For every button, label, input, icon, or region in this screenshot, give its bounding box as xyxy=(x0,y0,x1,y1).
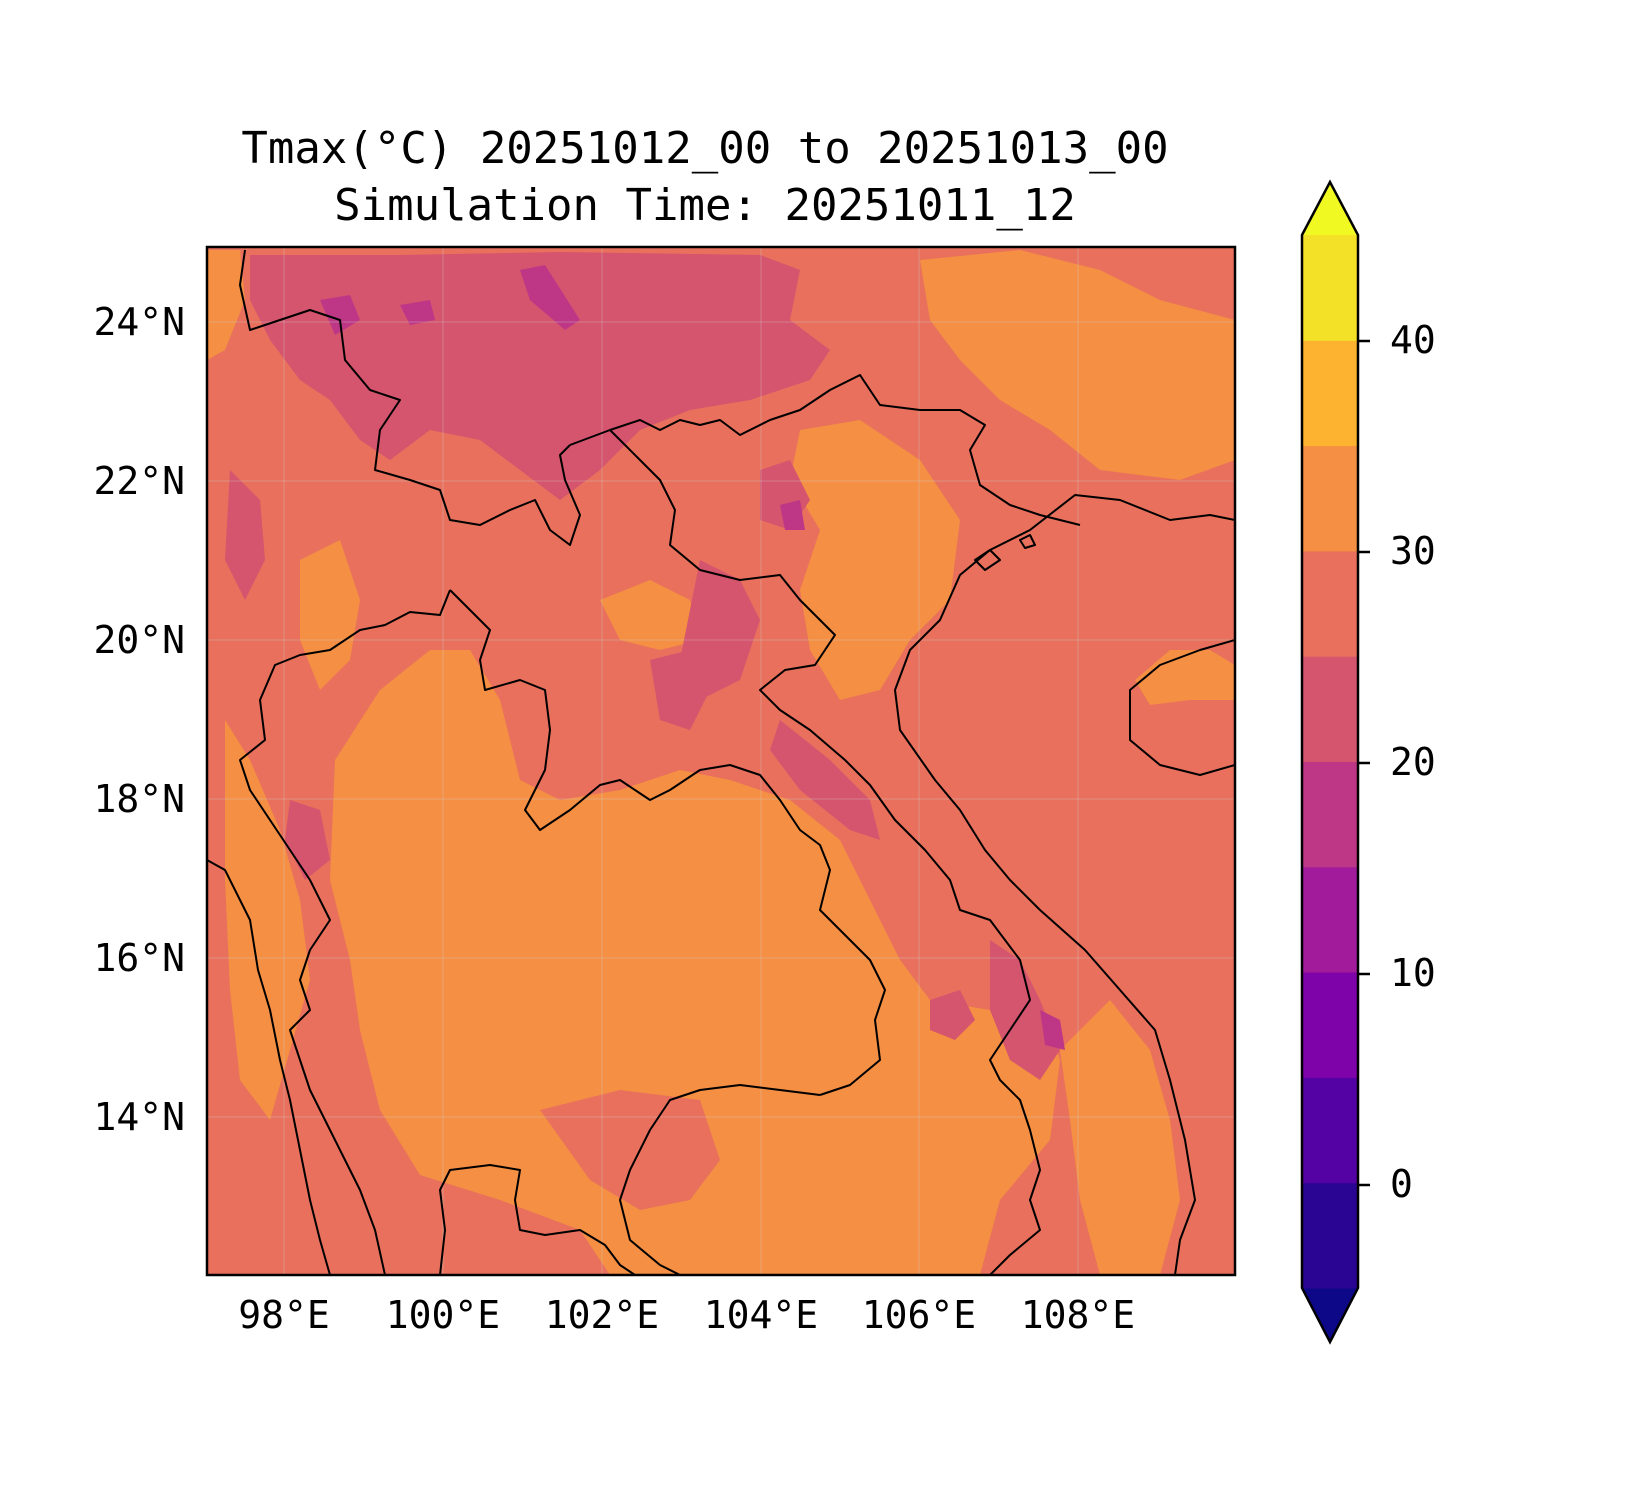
andaman-coast xyxy=(207,859,331,1275)
zone-red-river-delta xyxy=(790,420,960,700)
colorbar-segment xyxy=(1302,340,1358,447)
myanmar-thai-border xyxy=(239,589,451,1275)
myanmar-china-border xyxy=(239,249,581,546)
colorbar-segment xyxy=(1302,550,1358,657)
colorbar-ticks xyxy=(1358,339,1370,1187)
zone-west-strip xyxy=(225,720,310,1120)
thai-laos-border xyxy=(449,589,886,1096)
zone-shan-hills xyxy=(225,470,265,600)
colorbar-segment xyxy=(1302,656,1358,762)
figure-title-line1: Tmax(°C) 20251012_00 to 20251013_00 xyxy=(241,123,1168,174)
zone-peak-4 xyxy=(780,500,805,530)
cambodia-vn-border xyxy=(989,1029,1041,1275)
colorbar-tick-label: 30 xyxy=(1390,529,1436,573)
figure-title-line2: Simulation Time: 20251011_12 xyxy=(334,180,1076,231)
zone-nw-corner xyxy=(207,250,245,360)
lat-tick: 20°N xyxy=(93,618,185,662)
colorbar-tick-label: 10 xyxy=(1390,951,1436,995)
lat-tick: 14°N xyxy=(93,1095,185,1139)
zone-central-plains xyxy=(330,650,1060,1275)
zone-hainan-north xyxy=(1135,650,1235,705)
zone-laos-highland xyxy=(680,560,760,700)
colorbar-extend-low xyxy=(1302,1288,1358,1342)
colorbar-segments xyxy=(1302,182,1358,1342)
colorbar-tick-label: 0 xyxy=(1390,1162,1413,1206)
lat-tick: 18°N xyxy=(93,777,185,821)
lon-tick: 102°E xyxy=(545,1293,659,1337)
map-panel xyxy=(207,247,1235,1275)
vietnam-coastline xyxy=(894,494,1235,1275)
colorbar-extend-high xyxy=(1302,182,1358,235)
zone-peak-1 xyxy=(520,265,580,330)
map-frame xyxy=(205,245,1237,1277)
colorbar-segment xyxy=(1302,761,1358,868)
hainan-coastline xyxy=(1129,639,1235,776)
gridlines xyxy=(207,247,1235,1275)
warm-zones xyxy=(207,250,1235,1275)
gulf-of-thailand-coast xyxy=(439,1164,636,1275)
colorbar-segment xyxy=(1302,972,1358,1078)
colorbar-tick-label: 20 xyxy=(1390,740,1436,784)
tonkin-islands xyxy=(974,534,1036,571)
coastlines-borders xyxy=(207,249,1235,1275)
cool-zones xyxy=(225,252,1060,1080)
china-laos-vn-border xyxy=(569,374,1081,526)
cambodia-border xyxy=(619,1084,821,1275)
zone-south-china xyxy=(920,250,1235,480)
zone-laos-patch xyxy=(600,580,700,650)
lat-tick: 24°N xyxy=(93,300,185,344)
colorbar-segment xyxy=(1302,445,1358,552)
lon-tick: 104°E xyxy=(704,1293,818,1337)
colorbar: 40 30 20 10 0 xyxy=(1300,179,1436,1345)
colorbar-segment xyxy=(1302,1182,1358,1289)
zone-south-vn xyxy=(1060,1000,1180,1275)
zone-laos-south xyxy=(650,650,710,730)
zone-annamite-north xyxy=(770,720,880,840)
colorbar-outline xyxy=(1300,179,1360,1345)
zone-yunnan-highlands xyxy=(250,252,830,500)
lon-tick: 108°E xyxy=(1021,1293,1135,1337)
colorbar-segment xyxy=(1302,235,1358,341)
lon-tick-labels: 98°E 100°E 102°E 104°E 106°E 108°E xyxy=(238,1293,1135,1337)
lon-tick: 100°E xyxy=(386,1293,500,1337)
laos-vn-border xyxy=(609,429,1031,1031)
zone-peak-2 xyxy=(320,295,360,335)
lat-tick: 16°N xyxy=(93,936,185,980)
lon-tick: 98°E xyxy=(238,1293,330,1337)
zone-south-lowland xyxy=(540,1090,720,1210)
zone-peak-3 xyxy=(400,300,435,325)
lat-tick-labels: 24°N 22°N 20°N 18°N 16°N 14°N xyxy=(93,300,185,1139)
colorbar-segment xyxy=(1302,1077,1358,1184)
lat-tick: 22°N xyxy=(93,459,185,503)
cold-zones xyxy=(320,265,1065,1050)
colorbar-segment xyxy=(1302,866,1358,973)
colorbar-tick-label: 40 xyxy=(1390,318,1436,362)
lon-tick: 106°E xyxy=(862,1293,976,1337)
zone-annamite xyxy=(990,940,1060,1080)
zone-peak-5 xyxy=(1040,1010,1065,1050)
zone-central-highland xyxy=(930,990,975,1040)
